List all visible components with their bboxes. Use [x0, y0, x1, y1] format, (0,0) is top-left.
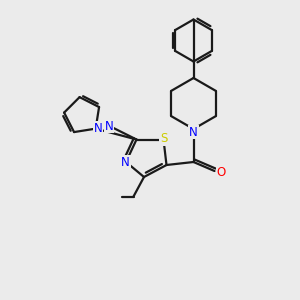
Text: N: N [189, 125, 198, 139]
Text: N: N [104, 119, 113, 133]
Text: N: N [121, 156, 130, 169]
Text: O: O [217, 166, 226, 179]
Text: S: S [160, 132, 168, 146]
Text: N: N [94, 122, 102, 135]
